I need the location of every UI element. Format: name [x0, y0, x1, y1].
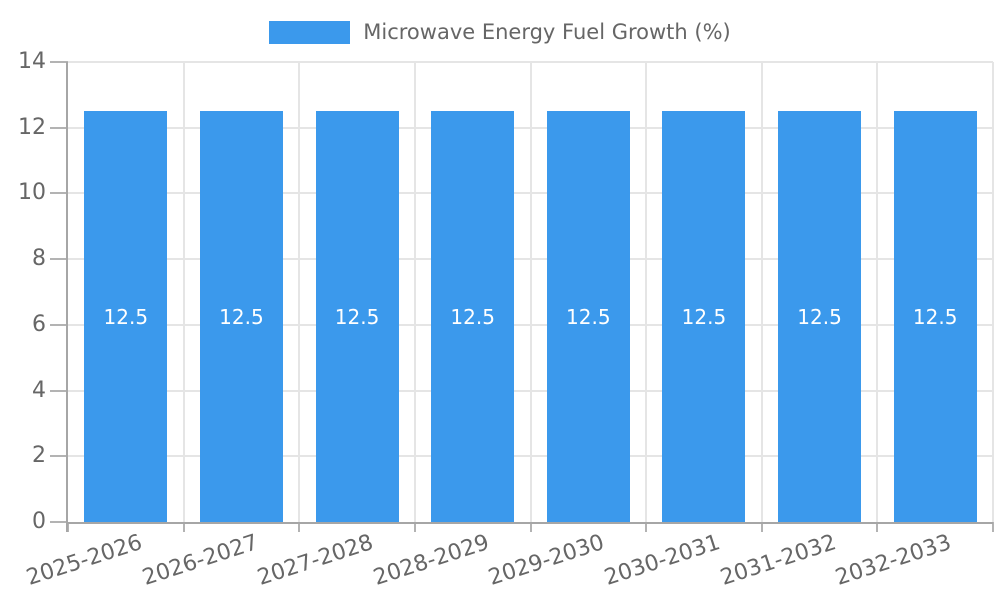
x-gridline	[760, 62, 763, 522]
x-axis-label: 2026-2027	[139, 530, 261, 591]
y-tick	[50, 455, 68, 458]
bar[interactable]	[778, 111, 862, 522]
y-axis-label: 14	[18, 49, 46, 74]
y-tick	[50, 389, 68, 392]
bar-value-label: 12.5	[797, 304, 842, 329]
x-axis-label: 2029-2030	[485, 530, 608, 591]
y-axis-label: 10	[18, 180, 46, 206]
bar-value-label: 12.5	[103, 304, 149, 329]
bar-value-label: 12.5	[681, 304, 727, 329]
y-axis-line	[66, 62, 68, 532]
y-tick	[50, 126, 68, 129]
x-tick	[529, 522, 532, 532]
x-axis-label: 2030-2031	[601, 530, 724, 591]
x-tick	[182, 522, 185, 532]
x-tick	[876, 522, 879, 532]
y-axis-label: 2	[32, 443, 46, 469]
x-tick	[67, 522, 69, 532]
y-tick	[50, 61, 68, 63]
legend-swatch	[269, 20, 351, 44]
x-gridline	[413, 62, 416, 522]
bar-value-label: 12.5	[219, 304, 264, 329]
x-axis-label: 2028-2029	[370, 530, 493, 591]
bar[interactable]	[431, 111, 515, 522]
y-tick	[50, 521, 68, 523]
x-axis-label: 2027-2028	[254, 530, 377, 591]
bar[interactable]	[662, 111, 746, 522]
x-tick	[992, 522, 994, 532]
y-tick	[50, 192, 68, 195]
y-axis-label: 0	[32, 509, 46, 534]
x-gridline	[645, 62, 648, 522]
bar-value-label: 12.5	[334, 304, 380, 329]
y-axis-label: 12	[18, 114, 46, 140]
x-gridline	[182, 62, 185, 522]
y-tick	[50, 323, 68, 326]
x-gridline	[876, 62, 879, 522]
legend[interactable]: Microwave Energy Fuel Growth (%)	[0, 18, 1000, 46]
y-axis-label: 8	[32, 246, 46, 272]
bar[interactable]	[546, 111, 630, 522]
x-axis-label: 2031-2032	[717, 530, 839, 591]
x-tick	[645, 522, 648, 532]
bar-value-label: 12.5	[450, 304, 495, 329]
bar[interactable]	[84, 111, 168, 522]
x-axis-label: 2032-2033	[832, 530, 955, 591]
y-tick	[50, 258, 68, 261]
x-gridline	[992, 62, 994, 522]
x-axis-line	[68, 522, 993, 524]
bar[interactable]	[315, 111, 399, 522]
x-tick	[298, 522, 301, 532]
bar-value-label: 12.5	[566, 304, 611, 329]
x-axis-label: 2025-2026	[23, 530, 146, 591]
x-tick	[760, 522, 763, 532]
bar[interactable]	[199, 111, 283, 522]
bar[interactable]	[893, 111, 977, 522]
bar-value-label: 12.5	[912, 304, 958, 329]
x-tick	[413, 522, 416, 532]
x-gridline	[529, 62, 532, 522]
legend-label: Microwave Energy Fuel Growth (%)	[363, 20, 731, 44]
x-gridline	[298, 62, 301, 522]
y-axis-label: 4	[32, 377, 46, 403]
y-axis-label: 6	[32, 311, 46, 337]
